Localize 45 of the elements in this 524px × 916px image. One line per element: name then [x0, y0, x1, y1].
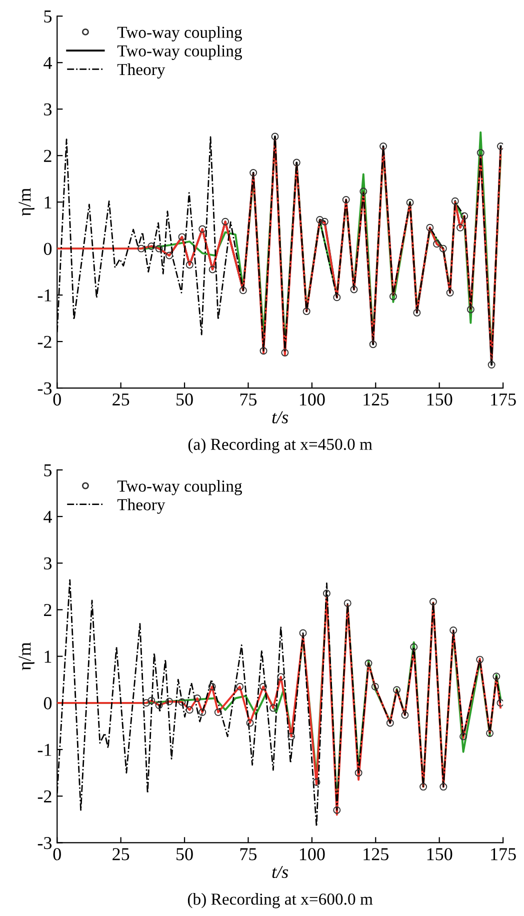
- x-axis-title: t/s: [272, 866, 288, 878]
- legend-label: Theory: [117, 63, 166, 79]
- x-tick-label: 125: [364, 848, 388, 860]
- y-tick-label: -3: [38, 382, 52, 394]
- y-tick-label: -3: [38, 837, 52, 850]
- y-tick-label: 3: [44, 557, 52, 570]
- y-tick-label: 1: [44, 650, 52, 663]
- y-tick-label: -2: [38, 336, 52, 348]
- x-tick-label: 175: [491, 393, 516, 406]
- y-tick-label: 0: [44, 697, 52, 710]
- y-tick-label: 4: [44, 56, 52, 69]
- x-axis-title: t/s: [272, 411, 288, 424]
- y-tick-label: 1: [44, 196, 52, 208]
- y-tick-label: 5: [44, 10, 52, 23]
- x-tick-label: 50: [176, 848, 193, 860]
- x-tick-label: 100: [300, 848, 325, 860]
- legend-label: Two-way coupling: [117, 44, 242, 60]
- y-tick-label: 2: [44, 604, 52, 616]
- legend-label: Theory: [117, 498, 166, 514]
- y-tick-label: 5: [44, 464, 52, 476]
- y-tick-label: -2: [38, 790, 52, 802]
- y-tick-label: -1: [38, 289, 52, 302]
- y-axis-title: η/m: [18, 642, 34, 670]
- legend-label: Two-way coupling: [117, 480, 242, 496]
- x-tick-label: 0: [53, 393, 61, 406]
- x-tick-label: 125: [364, 393, 388, 406]
- y-tick-label: 4: [44, 510, 52, 523]
- x-tick-label: 50: [176, 393, 193, 406]
- y-tick-label: 2: [44, 150, 52, 162]
- x-tick-label: 25: [112, 848, 130, 860]
- legend-label: Two-way coupling: [117, 26, 242, 42]
- x-tick-label: 25: [112, 393, 130, 406]
- x-tick-label: 150: [427, 848, 452, 860]
- y-tick-label: 0: [44, 242, 52, 255]
- x-tick-label: 0: [53, 848, 61, 860]
- y-axis-title: η/m: [18, 188, 34, 216]
- x-tick-label: 75: [240, 394, 257, 406]
- text: (b) Recording at x=600.0 m: [188, 893, 373, 908]
- text: (a) Recording at x=450.0 m: [188, 438, 372, 454]
- y-tick-label: -1: [38, 744, 52, 756]
- x-tick-label: 75: [240, 848, 257, 860]
- x-tick-label: 150: [427, 393, 452, 406]
- x-tick-label: 175: [491, 848, 516, 860]
- x-tick-label: 100: [300, 393, 325, 406]
- y-tick-label: 3: [44, 103, 52, 116]
